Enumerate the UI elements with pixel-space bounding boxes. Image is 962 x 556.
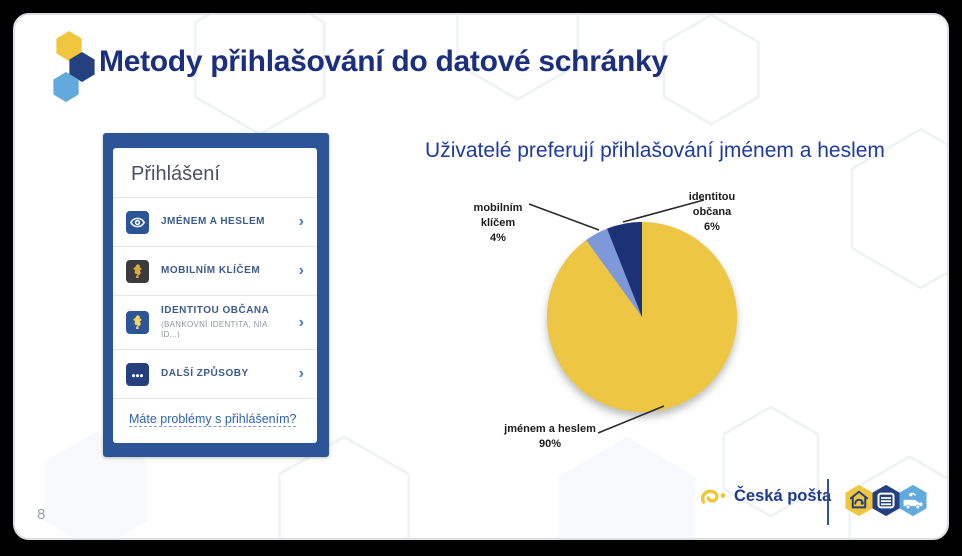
- logo-hex-navy: [69, 52, 95, 82]
- pie-label-value: 90%: [538, 438, 562, 450]
- pie-slice: [607, 221, 642, 317]
- divider: [113, 295, 317, 296]
- eye-icon: [126, 210, 149, 234]
- pie-label-value: 6%: [704, 221, 720, 233]
- pie-label-value: 4%: [490, 232, 506, 244]
- login-help-link[interactable]: Máte problémy s přihlášením?: [129, 412, 297, 426]
- logo-hex-yellow: [56, 31, 82, 61]
- pie-slice: [546, 221, 738, 413]
- login-screenshot: Přihlášení JMÉNEM A HESLEM ›: [103, 133, 329, 457]
- mailbox-icon: [871, 484, 901, 517]
- chart-heading: Uživatelé preferují přihlašování jménem …: [425, 139, 885, 162]
- divider: [113, 246, 317, 247]
- login-option-label: MOBILNÍM KLÍČEM: [161, 264, 261, 276]
- pie-label-citizen-identity: identitou občana 6%: [662, 190, 762, 235]
- brand-name: Česká pošta: [734, 486, 832, 505]
- chevron-right-icon: ›: [298, 313, 304, 331]
- hexagon-logo: [53, 31, 95, 102]
- chevron-right-icon: ›: [298, 262, 304, 279]
- login-option-mobile-key[interactable]: MOBILNÍM KLÍČEM ›: [113, 247, 317, 295]
- chevron-right-icon: ›: [298, 213, 304, 230]
- login-option-other-methods[interactable]: DALŠÍ ZPŮSOBY ›: [113, 350, 317, 398]
- login-option-label: IDENTITOU OBČANA: [161, 305, 270, 317]
- login-option-sublabel: (BANKOVNÍ IDENTITA, NIA ID...): [161, 319, 268, 339]
- pie-label-text: identitou občana: [688, 191, 736, 218]
- pie-label-text: mobilním klíčem: [473, 202, 523, 229]
- ellipsis-icon: [126, 362, 149, 386]
- page-title: Metody přihlašování do datové schránky: [99, 45, 668, 78]
- divider: [113, 197, 317, 198]
- presentation-slide: Metody přihlašování do datové schránky P…: [13, 13, 949, 540]
- logo-hex-lightblue: [53, 72, 79, 102]
- pie-label-text: jménem a heslem: [504, 423, 596, 435]
- house-post-horn-icon: [844, 484, 874, 517]
- page-number: 8: [37, 506, 46, 523]
- login-option-name-password[interactable]: JMÉNEM A HESLEM ›: [113, 198, 317, 246]
- login-title: Přihlášení: [131, 163, 220, 185]
- post-horn-icon: [700, 489, 726, 504]
- divider: [113, 349, 317, 350]
- chevron-right-icon: ›: [298, 365, 304, 382]
- pie-chart: [546, 221, 738, 413]
- czech-lion-blue-icon: [126, 311, 149, 334]
- ceska-posta-brand: Česká pošta: [699, 485, 831, 507]
- login-card: Přihlášení JMÉNEM A HESLEM ›: [113, 148, 317, 443]
- login-option-citizen-identity[interactable]: IDENTITOU OBČANA (BANKOVNÍ IDENTITA, NIA…: [113, 296, 317, 349]
- delivery-van-icon: [898, 484, 928, 517]
- pie-label-name-password: jménem a heslem 90%: [470, 422, 630, 452]
- login-option-label: DALŠÍ ZPŮSOBY: [161, 367, 249, 379]
- pie-slice: [586, 228, 642, 317]
- divider: [113, 398, 317, 399]
- pie-label-mobile-key: mobilním klíčem 4%: [448, 201, 548, 246]
- footer-divider: [827, 479, 829, 525]
- login-option-label: JMÉNEM A HESLEM: [161, 215, 265, 227]
- czech-lion-dark-icon: [126, 259, 149, 283]
